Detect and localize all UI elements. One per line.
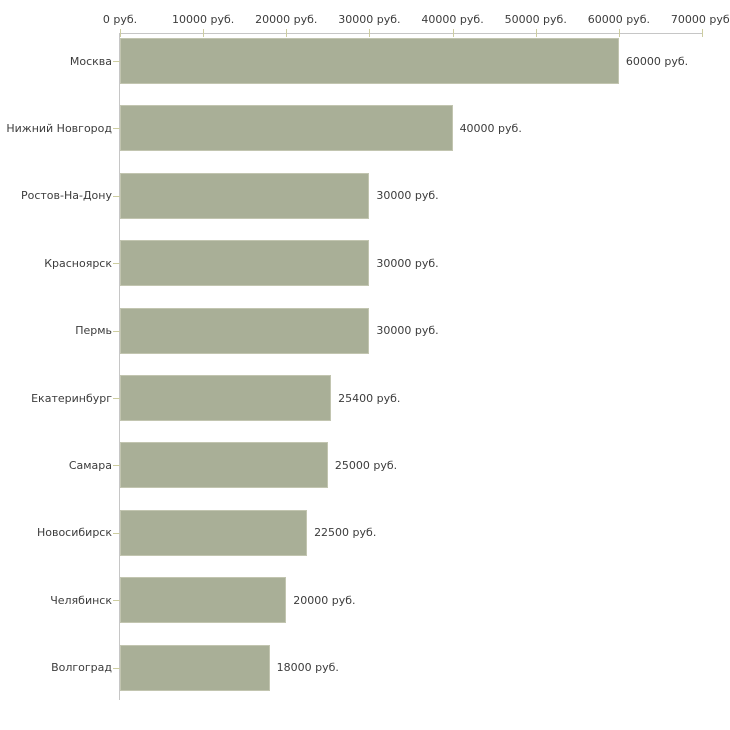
category-label: Екатеринбург xyxy=(31,391,112,405)
x-axis-tick-mark xyxy=(120,29,121,37)
y-axis-tick-mark xyxy=(113,465,120,467)
category-label: Челябинск xyxy=(50,593,112,607)
bar xyxy=(120,307,370,354)
category-label: Волгоград xyxy=(51,661,112,675)
bar xyxy=(120,172,370,219)
bar xyxy=(120,38,619,84)
category-label: Самара xyxy=(68,458,112,472)
value-label: 30000 руб. xyxy=(376,189,439,203)
bar xyxy=(120,442,328,489)
value-label: 18000 руб. xyxy=(276,661,339,675)
category-label: Ростов-На-Дону xyxy=(20,189,112,203)
x-axis-tick-label: 70000 руб. xyxy=(670,13,730,26)
y-axis-tick-mark xyxy=(113,600,120,602)
bar xyxy=(120,509,308,556)
value-label: 22500 руб. xyxy=(314,526,377,540)
x-axis-tick-label: 0 руб. xyxy=(102,13,138,26)
value-label: 20000 руб. xyxy=(293,593,356,607)
bar xyxy=(120,644,270,691)
x-axis-tick-mark xyxy=(535,29,537,37)
value-label: 30000 руб. xyxy=(376,324,439,338)
y-axis-tick-mark xyxy=(113,667,120,669)
bar xyxy=(120,240,370,287)
x-axis-tick-label: 50000 руб. xyxy=(504,13,567,26)
bar xyxy=(120,105,453,152)
y-axis-tick-mark xyxy=(113,128,120,130)
x-axis-tick-label: 30000 руб. xyxy=(338,13,401,26)
x-axis-tick-mark xyxy=(452,29,454,37)
category-label: Красноярск xyxy=(44,256,112,270)
value-label: 30000 руб. xyxy=(376,256,439,270)
y-axis-tick-mark xyxy=(113,532,120,534)
y-axis-tick-mark xyxy=(113,61,120,62)
x-axis-tick-label: 40000 руб. xyxy=(421,13,484,26)
bar xyxy=(120,375,332,421)
value-label: 25000 руб. xyxy=(334,458,398,472)
x-axis-tick-mark xyxy=(203,29,205,37)
y-axis-tick-mark xyxy=(113,263,120,265)
y-axis-tick-mark xyxy=(113,398,120,399)
value-label: 60000 руб. xyxy=(625,54,689,68)
x-axis-tick-label: 60000 руб. xyxy=(587,13,650,26)
category-label: Москва xyxy=(69,54,112,68)
x-axis-tick-mark xyxy=(618,29,620,37)
x-axis-tick-mark xyxy=(702,29,703,37)
y-axis-line xyxy=(119,33,120,700)
x-axis-tick-mark xyxy=(286,29,288,37)
category-label: Новосибирск xyxy=(36,526,112,540)
bar xyxy=(120,577,287,624)
x-axis-line xyxy=(120,33,702,34)
category-label: Нижний Новгород xyxy=(6,121,112,135)
x-axis-tick-mark xyxy=(369,29,371,37)
value-label: 40000 руб. xyxy=(459,121,522,135)
x-axis-tick-label: 20000 руб. xyxy=(255,13,318,26)
y-axis-tick-mark xyxy=(113,195,120,197)
category-label: Пермь xyxy=(75,324,112,338)
y-axis-tick-mark xyxy=(113,330,120,332)
value-label: 25400 руб. xyxy=(338,391,401,405)
x-axis-tick-label: 10000 руб. xyxy=(172,13,235,26)
